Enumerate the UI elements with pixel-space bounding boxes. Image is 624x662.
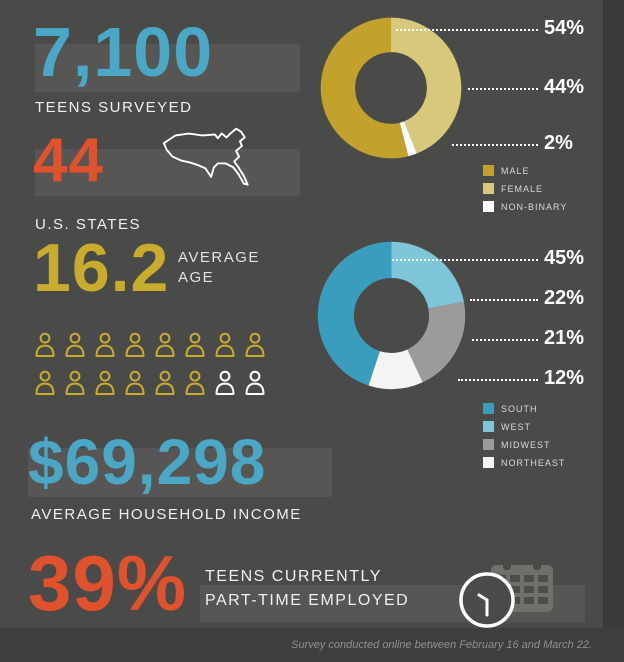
region-pct-south: 45% [544, 247, 585, 269]
household-income-value: $69,298 [28, 426, 267, 498]
person-icon [65, 332, 85, 357]
person-icon [245, 332, 265, 357]
callout-line [458, 379, 538, 381]
callout-line [470, 299, 538, 301]
highlight-band [35, 149, 300, 196]
employed-label-line2: PART-TIME EMPLOYED [205, 592, 410, 609]
highlight-band [35, 44, 300, 92]
average-age-label-line1: AVERAGE [178, 249, 260, 266]
region-legend: SOUTH WEST MIDWEST NORTHEAST [483, 403, 565, 475]
legend-row: NON-BINARY [483, 201, 567, 212]
person-icon [125, 332, 145, 357]
age-pictograph-row-2 [33, 370, 273, 398]
legend-swatch-west [483, 421, 494, 432]
callout-line [472, 339, 538, 341]
person-icon [215, 332, 235, 357]
legend-label: SOUTH [501, 403, 538, 414]
legend-row: FEMALE [483, 183, 567, 194]
legend-swatch-south [483, 403, 494, 414]
teens-surveyed-value: 7,100 [33, 13, 214, 91]
callout-line [396, 29, 538, 31]
legend-swatch-female [483, 183, 494, 194]
gender-donut-chart [318, 15, 464, 161]
callout-line [468, 88, 538, 90]
gender-legend: MALE FEMALE NON-BINARY [483, 165, 567, 219]
region-donut-chart [315, 239, 468, 392]
household-income-label: AVERAGE HOUSEHOLD INCOME [31, 506, 302, 523]
callout-line [392, 259, 538, 261]
gender-pct-male: 54% [544, 17, 585, 39]
region-pct-west: 22% [544, 287, 585, 309]
legend-label: NORTHEAST [501, 457, 566, 468]
legend-swatch-nonbinary [483, 201, 494, 212]
footer: Survey conducted online between February… [0, 628, 624, 662]
legend-label: MALE [501, 165, 530, 176]
legend-swatch-northeast [483, 457, 494, 468]
legend-label: WEST [501, 421, 531, 432]
legend-row: WEST [483, 421, 565, 432]
employed-label-line1: TEENS CURRENTLY [205, 568, 382, 585]
highlight-band [28, 448, 332, 497]
legend-label: FEMALE [501, 183, 544, 194]
legend-label: NON-BINARY [501, 201, 568, 212]
states-value: 44 [33, 126, 104, 195]
average-age-label-line2: AGE [178, 269, 215, 286]
callout-line [452, 144, 538, 146]
person-icon [125, 370, 145, 395]
person-icon [185, 370, 205, 395]
legend-row: MALE [483, 165, 567, 176]
person-icon [185, 332, 205, 357]
legend-row: NORTHEAST [483, 457, 565, 468]
average-age-value: 16.2 [33, 230, 170, 306]
gender-pct-nonbinary: 2% [544, 132, 573, 154]
person-icon [155, 370, 175, 395]
teens-surveyed-label: TEENS SURVEYED [35, 99, 193, 116]
region-pct-northeast: 12% [544, 367, 585, 389]
employed-value: 39% [28, 539, 188, 627]
clock-icon [459, 572, 515, 628]
person-icon [65, 370, 85, 395]
age-pictograph-row-1 [33, 332, 273, 360]
gender-pct-female: 44% [544, 76, 585, 98]
person-icon [35, 370, 55, 395]
states-label: U.S. STATES [35, 216, 141, 233]
footer-note: Survey conducted online between February… [291, 639, 592, 651]
legend-label: MIDWEST [501, 439, 551, 450]
person-icon [95, 332, 115, 357]
legend-row: MIDWEST [483, 439, 565, 450]
person-icon [95, 370, 115, 395]
right-edge-band [603, 0, 624, 662]
legend-swatch-midwest [483, 439, 494, 450]
person-icon [215, 370, 235, 395]
person-icon [245, 370, 265, 395]
region-pct-midwest: 21% [544, 327, 585, 349]
person-icon [155, 332, 175, 357]
legend-swatch-male [483, 165, 494, 176]
legend-row: SOUTH [483, 403, 565, 414]
us-map-icon [162, 127, 249, 186]
person-icon [35, 332, 55, 357]
